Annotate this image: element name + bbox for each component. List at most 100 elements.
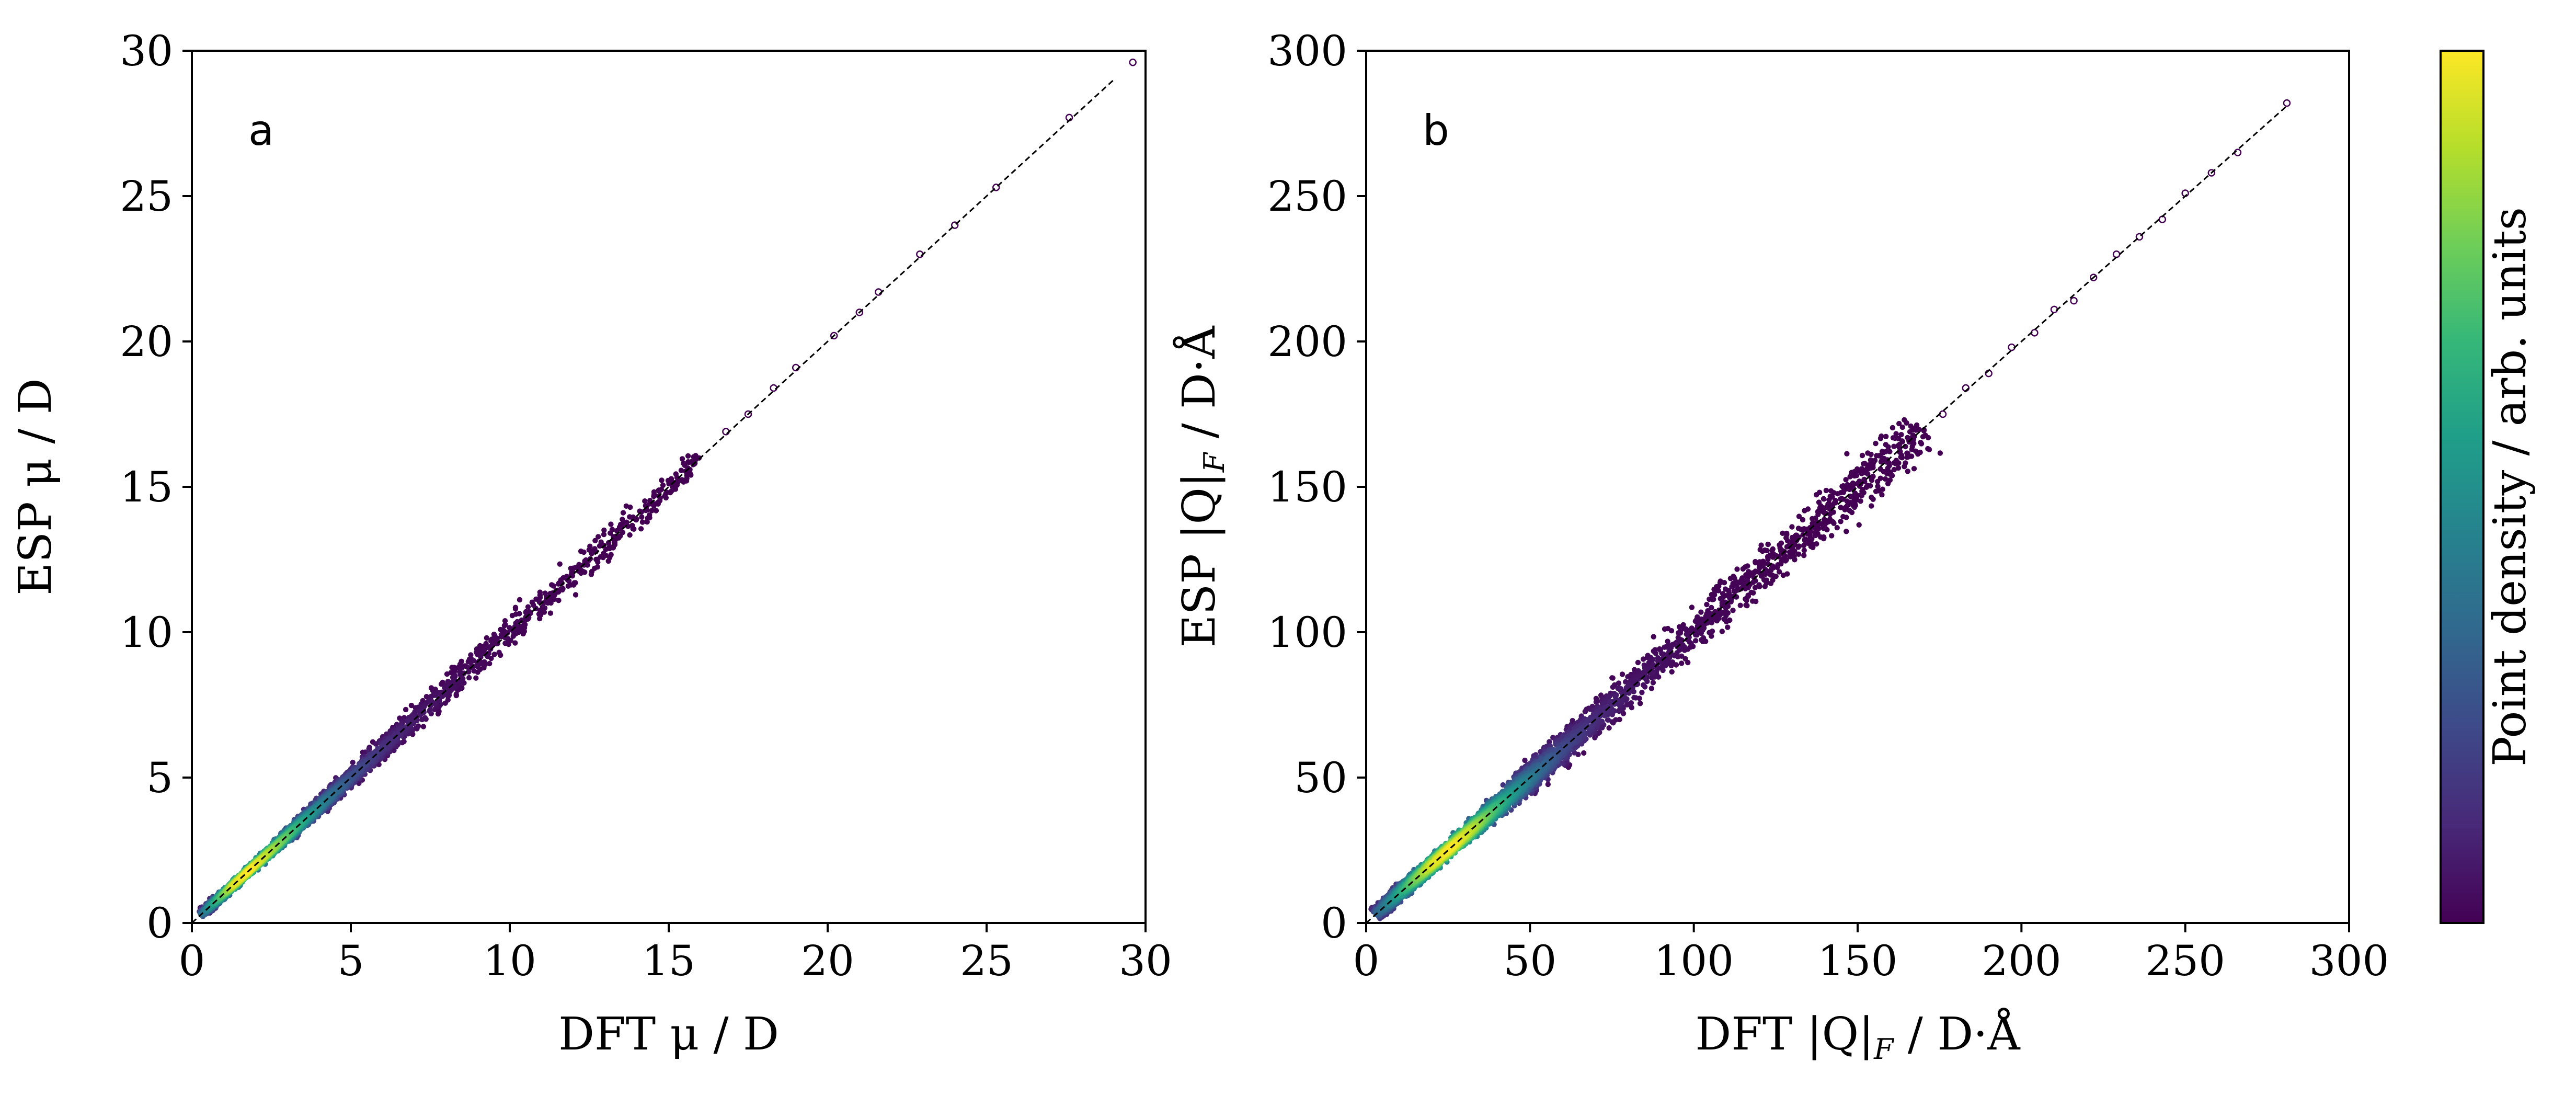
data-point-b-283 — [1873, 440, 1879, 447]
data-point-b-656 — [1616, 680, 1622, 686]
data-point-a-467 — [419, 716, 425, 723]
y-axis-label-a: ESP μ / D — [9, 378, 62, 595]
data-point-a-454 — [446, 687, 452, 693]
data-point-a-418 — [432, 706, 438, 713]
data-point-b-59 — [1793, 532, 1799, 538]
data-point-b-155 — [1823, 487, 1829, 494]
outlier-point-a-9 — [992, 184, 1000, 191]
data-point-b-292 — [1903, 460, 1908, 466]
data-point-a-217 — [403, 706, 409, 713]
data-point-b-2 — [1758, 542, 1764, 548]
data-point-a-228 — [473, 675, 479, 681]
data-point-b-47 — [1784, 532, 1790, 538]
data-point-a-227 — [537, 595, 543, 600]
data-point-a-169 — [502, 618, 508, 624]
data-point-b-460 — [1737, 602, 1743, 608]
data-point-a-24 — [627, 532, 633, 538]
y-tick-label-a-3: 15 — [120, 463, 173, 511]
data-point-a-393 — [466, 669, 472, 675]
data-point-b-483 — [1610, 675, 1616, 681]
data-point-b-36 — [1792, 549, 1798, 554]
data-point-b-285 — [1905, 469, 1910, 474]
data-point-b-38 — [1795, 551, 1802, 557]
data-point-a-319 — [491, 652, 497, 657]
data-point-b-137 — [1830, 509, 1836, 515]
data-point-a-57 — [653, 508, 659, 513]
data-point-a-21 — [620, 530, 626, 535]
data-point-a-239 — [501, 623, 508, 629]
data-point-b-258 — [1872, 458, 1878, 463]
data-point-a-33 — [629, 522, 635, 529]
data-point-b-523 — [1669, 669, 1675, 675]
data-point-a-448 — [350, 759, 356, 766]
data-point-b-231 — [1844, 451, 1850, 457]
data-point-a-240 — [549, 592, 555, 598]
data-point-b-75 — [1814, 541, 1819, 547]
data-point-b-166 — [1839, 496, 1845, 501]
x-tick-label-a-4: 20 — [801, 937, 854, 985]
data-point-a-181 — [512, 640, 518, 646]
data-point-b-228 — [1880, 486, 1885, 492]
data-point-b-354 — [1914, 422, 1920, 428]
data-point-b-287 — [1896, 460, 1902, 466]
data-point-a-291 — [510, 633, 516, 639]
data-point-b-618 — [1606, 725, 1612, 731]
data-point-b-109 — [1805, 506, 1811, 512]
data-point-a-100 — [678, 467, 684, 473]
data-point-a-28 — [620, 517, 625, 522]
data-point-b-700 — [1595, 698, 1600, 704]
data-point-b-415 — [1725, 624, 1731, 630]
data-point-b-194 — [1869, 503, 1874, 509]
data-point-a-279 — [496, 649, 502, 655]
data-point-b-88 — [1800, 517, 1806, 523]
data-point-b-349 — [1908, 423, 1914, 429]
data-point-a-150 — [589, 551, 594, 556]
x-tick-label-a-5: 25 — [960, 937, 1013, 985]
data-point-a-131 — [597, 543, 603, 549]
data-point-b-520 — [1707, 630, 1712, 635]
data-point-a-248 — [540, 604, 545, 610]
data-point-b-41 — [1801, 553, 1807, 558]
data-point-b-335 — [1899, 424, 1905, 430]
data-point-b-262 — [1868, 451, 1874, 458]
data-point-b-94 — [1810, 520, 1815, 527]
data-point-b-288 — [1887, 449, 1893, 454]
y-tick-label-a-1: 5 — [146, 754, 173, 802]
data-point-a-487 — [427, 707, 433, 713]
data-point-b-319 — [1893, 431, 1899, 437]
x-tick-label-a-2: 10 — [483, 937, 536, 985]
outlier-point-a-4 — [830, 332, 838, 340]
data-point-a-184 — [565, 583, 571, 589]
data-point-b-153 — [1856, 522, 1862, 528]
data-point-a-310 — [502, 641, 508, 646]
data-point-b-311 — [1908, 453, 1915, 459]
data-point-b-316 — [1899, 438, 1905, 444]
data-point-b-294 — [1911, 466, 1917, 472]
data-point-a-126 — [573, 592, 579, 598]
data-point-a-54 — [642, 498, 648, 504]
data-point-a-81 — [659, 477, 665, 483]
data-point-a-440 — [450, 679, 456, 686]
data-point-b-716 — [1582, 709, 1588, 715]
data-point-b-89 — [1815, 531, 1821, 537]
data-point-b-239 — [1861, 461, 1867, 467]
data-point-a-445 — [442, 685, 448, 691]
data-point-b-657 — [1639, 690, 1645, 695]
data-point-b-535 — [1619, 671, 1625, 677]
data-point-a-350 — [466, 675, 472, 681]
data-point-a-32 — [620, 510, 626, 516]
panel-label-a: a — [248, 106, 274, 155]
x-tick-label-a-1: 5 — [338, 937, 364, 985]
data-point-b-205 — [1847, 474, 1853, 480]
data-point-a-259 — [468, 652, 474, 658]
data-point-b-212 — [1857, 478, 1862, 484]
y-tick-label-a-2: 10 — [120, 608, 173, 657]
x-axis-ticks-a: 0 5 10 15 20 25 30 — [179, 923, 1172, 985]
data-point-a-108 — [679, 456, 685, 462]
data-point-a-42 — [639, 514, 645, 520]
data-point-a-191 — [484, 635, 489, 641]
data-point-b-473 — [1711, 596, 1716, 602]
data-point-b-30 — [1778, 540, 1784, 546]
data-point-b-515 — [1637, 701, 1643, 706]
data-point-b-514 — [1698, 609, 1704, 615]
